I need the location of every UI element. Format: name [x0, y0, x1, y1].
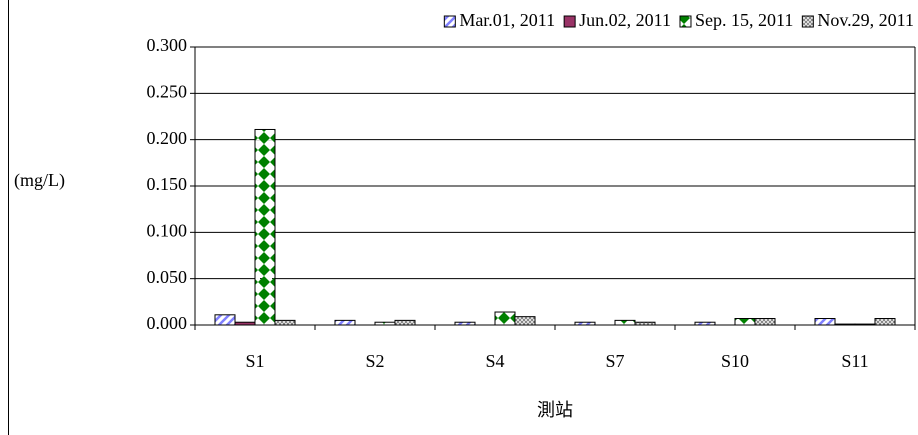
- bar: [754, 318, 776, 326]
- bar: [494, 311, 516, 326]
- y-tick-label: 0.200: [147, 128, 188, 148]
- x-tick-label: S4: [485, 351, 504, 371]
- y-tick-label: 0.250: [147, 81, 188, 101]
- x-tick-label: S2: [365, 351, 384, 371]
- y-tick-label: 0.000: [147, 313, 188, 333]
- legend-swatch: [801, 15, 814, 28]
- x-axis-label: 測站: [537, 400, 573, 420]
- y-tick-label: 0.300: [147, 35, 188, 55]
- legend-label: Mar.01, 2011: [459, 10, 555, 30]
- legend-swatch: [443, 15, 456, 28]
- bar: [814, 318, 836, 326]
- legend-swatch: [563, 15, 576, 28]
- bar: [254, 128, 276, 326]
- bar: [514, 316, 536, 326]
- y-tick-label: 0.050: [147, 267, 188, 287]
- bar: [274, 319, 296, 326]
- legend-label: Jun.02, 2011: [579, 10, 671, 30]
- x-tick-label: S10: [721, 351, 749, 371]
- x-tick-label: S11: [841, 351, 868, 371]
- legend-label: Sep. 15, 2011: [695, 10, 793, 30]
- y-tick-label: 0.150: [147, 174, 188, 194]
- bar: [394, 319, 416, 326]
- bar: [614, 319, 636, 326]
- y-tick-label: 0.100: [147, 220, 188, 240]
- bar: [734, 318, 756, 326]
- bar: [214, 314, 236, 326]
- x-tick-label: S7: [605, 351, 624, 371]
- legend-swatch: [679, 15, 692, 28]
- legend-label: Nov.29, 2011: [817, 10, 914, 30]
- bar: [334, 319, 356, 326]
- bar: [874, 318, 896, 326]
- y-axis-label: (mg/L): [14, 170, 65, 191]
- x-tick-label: S1: [245, 351, 264, 371]
